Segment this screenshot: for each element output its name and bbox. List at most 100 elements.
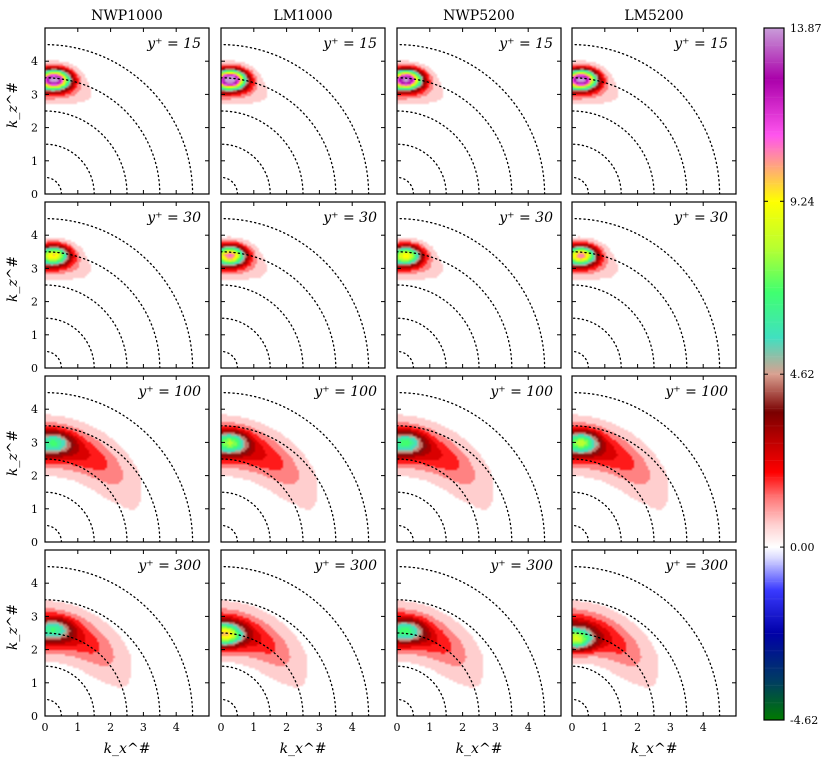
heatmap-panel: y⁺ = 100 xyxy=(571,375,737,543)
panel-frame xyxy=(571,549,737,717)
reference-circle xyxy=(45,491,95,542)
reference-circle xyxy=(397,43,546,194)
heatmap-panel: 0 1 2 3 4 k_x^# y⁺ = 300 xyxy=(218,549,386,757)
x-tick-label: 3 xyxy=(316,721,323,734)
x-tick-label: 2 xyxy=(283,721,290,734)
x-tick-label: 4 xyxy=(349,721,356,734)
panel-frame xyxy=(396,375,562,543)
x-tick-label: 2 xyxy=(107,721,114,734)
reference-circles xyxy=(45,565,194,716)
reference-circle xyxy=(45,350,63,368)
yplus-annotation: y⁺ = 30 xyxy=(673,210,728,226)
heatmap-image xyxy=(572,550,736,716)
panel-frame xyxy=(220,549,386,717)
x-tick-label: 0 xyxy=(394,721,401,734)
reference-circle xyxy=(397,698,415,716)
reference-circles xyxy=(221,43,370,194)
heatmap-image xyxy=(397,28,561,194)
heatmap-image xyxy=(221,28,385,194)
panel-frame xyxy=(220,201,386,369)
reference-circle xyxy=(572,391,721,542)
panel-frame xyxy=(44,375,210,543)
y-tick-label: 0 xyxy=(31,536,38,549)
yplus-annotation: y⁺ = 100 xyxy=(489,384,553,400)
column-title: NWP5200 xyxy=(443,8,515,24)
yplus-annotation: y⁺ = 300 xyxy=(313,558,377,574)
heatmap-panel: y⁺ = 15 xyxy=(220,27,386,195)
reference-circle xyxy=(397,491,447,542)
colorbar-tick-label: 0.00 xyxy=(790,541,815,554)
reference-circle xyxy=(572,524,590,542)
colorbar-tick-label: 9.24 xyxy=(790,195,815,208)
heatmap-panel: y⁺ = 30 xyxy=(220,201,386,369)
reference-circle xyxy=(572,176,590,194)
reference-circles xyxy=(572,43,721,194)
panel-frame xyxy=(571,375,737,543)
column-title: NWP1000 xyxy=(91,8,163,24)
reference-circle xyxy=(45,176,63,194)
y-tick-label: 4 xyxy=(31,403,38,416)
heatmap-image xyxy=(221,376,385,542)
heatmap-image xyxy=(221,202,385,368)
reference-circles xyxy=(45,391,194,542)
reference-circle xyxy=(572,491,622,542)
reference-circle xyxy=(572,217,721,368)
yplus-annotation: y⁺ = 15 xyxy=(673,36,728,52)
panel-frame xyxy=(220,27,386,195)
yplus-annotation: y⁺ = 100 xyxy=(313,384,377,400)
heatmap-image xyxy=(572,28,736,194)
reference-circles xyxy=(45,217,194,368)
reference-circle xyxy=(221,43,370,194)
y-tick-label: 4 xyxy=(31,55,38,68)
reference-circle xyxy=(397,524,415,542)
reference-circle xyxy=(397,217,546,368)
panel-frame xyxy=(44,201,210,369)
heatmap-panel: y⁺ = 15 xyxy=(396,27,562,195)
reference-circles xyxy=(572,217,721,368)
yplus-annotation: y⁺ = 100 xyxy=(137,384,201,400)
heatmap-image xyxy=(45,376,209,542)
x-tick-label: 2 xyxy=(459,721,466,734)
reference-circle xyxy=(221,317,271,368)
x-tick-label: 0 xyxy=(569,721,576,734)
x-tick-label: 0 xyxy=(42,721,49,734)
reference-circle xyxy=(45,317,95,368)
y-tick-label: 1 xyxy=(31,503,38,516)
y-tick-label: 2 xyxy=(31,470,38,483)
heatmap-panel: 0 1 2 3 4 k_x^# y⁺ = 300 xyxy=(569,549,737,757)
x-tick-label: 1 xyxy=(426,721,433,734)
yplus-annotation: y⁺ = 30 xyxy=(146,210,201,226)
y-tick-label: 4 xyxy=(31,577,38,590)
y-tick-label: 3 xyxy=(31,610,38,623)
x-axis-label: k_x^# xyxy=(104,741,151,757)
reference-circles xyxy=(221,565,370,716)
y-tick-label: 2 xyxy=(31,122,38,135)
reference-circle xyxy=(45,43,194,194)
x-tick-label: 3 xyxy=(140,721,147,734)
y-tick-label: 0 xyxy=(31,188,38,201)
reference-circles xyxy=(221,217,370,368)
y-tick-label: 2 xyxy=(31,644,38,657)
heatmap-panel: 0 1 2 3 4 k_x^# y⁺ = 300 xyxy=(394,549,562,757)
panel-frame xyxy=(396,549,562,717)
colorbar-tick-label: 13.87 xyxy=(790,22,822,35)
heatmap-image xyxy=(572,202,736,368)
reference-circle xyxy=(45,698,63,716)
y-tick-label: 3 xyxy=(31,88,38,101)
x-tick-label: 1 xyxy=(74,721,81,734)
y-axis-label: k_z^# xyxy=(5,430,21,476)
yplus-annotation: y⁺ = 100 xyxy=(664,384,728,400)
heatmap-panel: y⁺ = 30 xyxy=(571,201,737,369)
heatmap-image xyxy=(397,550,561,716)
yplus-annotation: y⁺ = 30 xyxy=(498,210,553,226)
reference-circle xyxy=(45,565,194,716)
reference-circle xyxy=(221,391,370,542)
x-tick-label: 1 xyxy=(601,721,608,734)
column-title: LM5200 xyxy=(624,8,683,24)
heatmap-panel: y⁺ = 100 xyxy=(220,375,386,543)
colorbar-gradient xyxy=(764,28,784,720)
y-axis-label: k_z^# xyxy=(5,82,21,128)
x-tick-label: 4 xyxy=(700,721,707,734)
reference-circle xyxy=(221,491,271,542)
column-title: LM1000 xyxy=(273,8,332,24)
